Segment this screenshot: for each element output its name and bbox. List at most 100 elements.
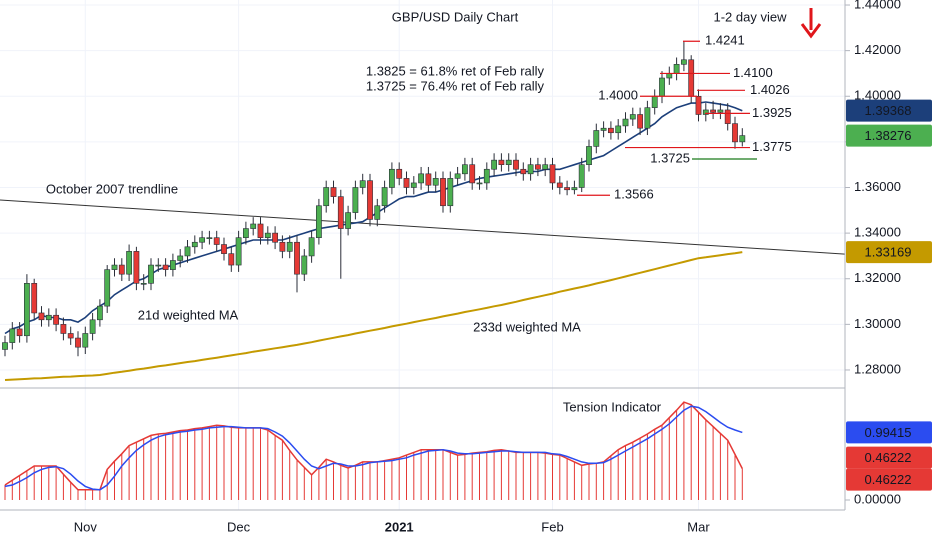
candle-body (425, 173, 432, 186)
x-tick-label: Dec (227, 519, 251, 534)
candle-body (352, 187, 359, 213)
price-badge (846, 421, 932, 444)
price-badge (846, 99, 932, 122)
moving-average (4, 101, 743, 335)
level-label: 1.4241 (705, 33, 745, 48)
y-tick-label: 1.36000 (854, 179, 901, 194)
x-tick-label: Mar (687, 519, 710, 534)
price-badge (846, 124, 932, 147)
candle-body (330, 187, 337, 197)
price-badge (846, 241, 932, 264)
y-tick-label: 1.44000 (854, 0, 901, 11)
arrow-head (800, 23, 822, 39)
candle-body (659, 77, 665, 97)
candle-body (279, 241, 286, 252)
ma-label: 21d weighted MA (138, 307, 239, 322)
candle-body (564, 187, 570, 191)
candle-body (403, 178, 410, 188)
candle-body (432, 178, 439, 186)
candle-body (454, 173, 461, 179)
y-tick-label: 1.28000 (854, 361, 901, 376)
candle-body (637, 114, 643, 129)
candle-body (53, 314, 59, 325)
candle-body (651, 95, 658, 108)
candle-body (702, 109, 709, 115)
candle-body (469, 164, 476, 184)
candle-body (323, 187, 330, 207)
y-tick-label: 1.30000 (854, 316, 901, 331)
price-badge-label: 1.33169 (865, 245, 912, 260)
candle-body (199, 237, 205, 243)
candle-body (162, 264, 169, 270)
level-label: 1.3566 (614, 187, 654, 202)
candle-body (461, 164, 468, 175)
candle-body (272, 232, 278, 243)
candle-body (75, 337, 81, 348)
candle-body (476, 182, 483, 185)
level-label: 1.4100 (733, 65, 773, 80)
price-badge-label: 0.46222 (865, 472, 912, 487)
candle-body (600, 127, 607, 131)
candle-body (542, 164, 549, 170)
candle-body (388, 168, 395, 188)
candle-body (23, 283, 30, 337)
price-badge (846, 468, 932, 491)
candle-body (82, 333, 89, 348)
candle-body (359, 180, 366, 188)
y-tick-label: 1.42000 (854, 42, 901, 57)
x-tick-label: 2021 (385, 519, 414, 534)
candle-body (447, 178, 454, 207)
candle-body (213, 237, 220, 245)
candle-body (688, 59, 695, 97)
candle-body (673, 64, 680, 74)
trendline-label: October 2007 trendline (46, 181, 178, 196)
candle-body (571, 187, 578, 191)
indicator-bars (4, 402, 743, 501)
x-tick-label: Nov (74, 519, 98, 534)
candle-body (38, 312, 45, 321)
candle-body (629, 114, 636, 120)
candles (2, 41, 746, 357)
view-label: 1-2 day view (714, 9, 788, 24)
note: 1.3725 = 76.4% ret of Feb rally (366, 78, 545, 93)
candle-body (549, 164, 556, 184)
candle-body (491, 159, 497, 170)
candle-body (367, 180, 373, 220)
candle-body (578, 164, 585, 188)
ma-label: 233d weighted MA (473, 319, 581, 334)
candle-body (308, 237, 315, 257)
candle-body (67, 333, 74, 339)
level-label: 1.4026 (750, 82, 790, 97)
candle-body (221, 244, 227, 254)
candle-body (527, 164, 534, 175)
candle-body (148, 264, 154, 284)
candle-body (724, 109, 731, 124)
candle-body (118, 264, 125, 275)
candle-body (498, 159, 505, 165)
x-tick-label: Feb (541, 519, 563, 534)
level-label: 1.4000 (598, 88, 638, 103)
candle-body (505, 159, 512, 165)
candle-body (206, 237, 213, 239)
candle-body (739, 135, 746, 143)
y-tick-label: 1.34000 (854, 225, 901, 240)
candle-body (396, 168, 403, 179)
trendline (0, 199, 846, 255)
candle-body (257, 223, 264, 238)
candle-body (264, 232, 271, 238)
candle-body (155, 264, 162, 267)
candle-body (717, 109, 724, 113)
candle-body (615, 125, 622, 134)
indicator-title: Tension Indicator (563, 399, 662, 414)
candle-body (301, 255, 308, 275)
candle-body (60, 324, 67, 334)
candle-body (191, 241, 198, 248)
candle-body (2, 342, 8, 350)
candle-body (381, 187, 388, 207)
down-arrow (800, 8, 822, 39)
candle-body (31, 283, 38, 314)
candle-body (111, 264, 118, 270)
candle-body (104, 269, 111, 307)
